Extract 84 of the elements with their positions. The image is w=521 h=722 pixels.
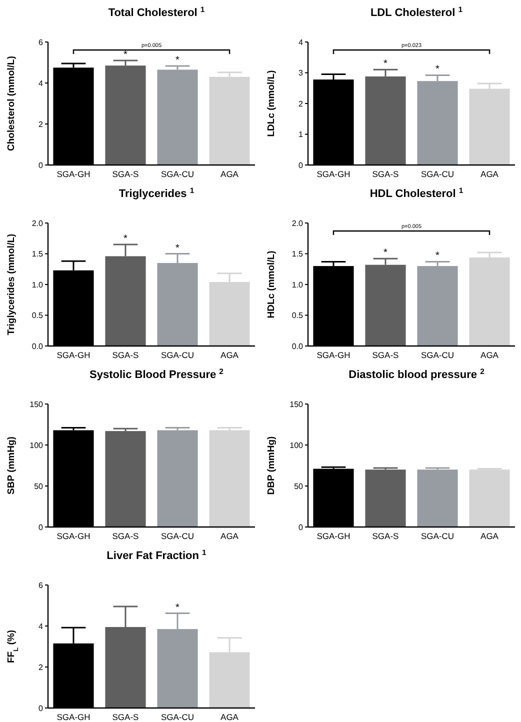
x-tick-label: SGA-GH — [56, 531, 90, 541]
x-tick-label: SGA-CU — [160, 531, 194, 541]
chart-title: HDL Cholesterol $^{1}$ — [370, 186, 464, 200]
y-tick-label: 2 — [38, 120, 44, 129]
y-tick-label: 0.0 — [32, 342, 44, 351]
y-axis-title: SBP (mmHg) — [6, 436, 17, 494]
y-tick-label: 0.5 — [292, 311, 304, 320]
x-tick-label: SGA-CU — [420, 350, 454, 360]
y-tick-label: 4 — [298, 38, 304, 47]
y-tick-label: 6 — [38, 38, 44, 47]
y-tick-label: 1 — [298, 130, 304, 140]
y-tick-label: 3 — [298, 68, 304, 78]
x-tick-label: AGA — [480, 350, 499, 360]
annotation: * — [436, 250, 440, 262]
y-tick-label: 1.0 — [292, 280, 304, 290]
y-tick-label: 50 — [34, 482, 44, 491]
annotation: * — [176, 242, 180, 254]
y-tick-label: 0 — [38, 704, 44, 713]
x-tick-label: SGA-GH — [56, 169, 90, 179]
y-tick-label: 6 — [38, 580, 44, 590]
y-tick-label: 0 — [38, 522, 44, 532]
y-tick-label: 2.0 — [292, 218, 304, 228]
y-tick-label: 100 — [290, 440, 304, 450]
y-tick-label: 100 — [30, 440, 44, 450]
annotation: * — [436, 64, 440, 76]
y-tick-label: 1.0 — [32, 280, 44, 290]
y-tick-label: 4 — [38, 78, 44, 88]
x-tick-label: SGA-S — [112, 531, 140, 541]
chart-title: LDL Cholesterol $^{1}$ — [370, 4, 464, 19]
x-tick-label: AGA — [220, 169, 239, 179]
y-tick-label: 1.5 — [32, 250, 44, 259]
chart-title: Triglycerides $^{1}$ — [118, 186, 195, 200]
y-axis-title: HDLc (mmol/L) — [266, 250, 277, 318]
x-tick-label: SGA-GH — [316, 350, 350, 360]
x-tick-label: SGA-S — [112, 169, 140, 179]
x-tick-label: AGA — [220, 712, 239, 722]
annotation: * — [176, 54, 180, 66]
x-tick-label: SGA-GH — [316, 169, 350, 179]
annotation: * — [384, 58, 388, 70]
y-axis-title: LDLc (mmol/L) — [266, 70, 277, 137]
x-tick-label: AGA — [220, 350, 239, 360]
y-tick-label: 2 — [38, 662, 44, 672]
x-tick-label: SGA-CU — [160, 169, 194, 179]
x-tick-label: SGA-S — [112, 350, 140, 360]
x-tick-label: AGA — [220, 531, 239, 541]
x-tick-label: SGA-S — [112, 712, 140, 722]
x-tick-label: AGA — [480, 169, 499, 179]
y-tick-label: 1.5 — [292, 250, 304, 259]
y-axis-title: Triglycerides (mmol/L) — [6, 234, 17, 336]
annotation: * — [124, 49, 128, 60]
x-tick-label: SGA-S — [372, 350, 400, 360]
x-tick-label: SGA-CU — [420, 531, 454, 541]
bar — [469, 88, 510, 165]
y-axis-title: DBP (mmHg) — [266, 436, 277, 495]
y-tick-label: 2 — [298, 99, 304, 108]
annotation: * — [176, 602, 180, 614]
x-tick-label: SGA-CU — [160, 712, 194, 722]
annotation: * — [124, 234, 128, 245]
annotation: * — [384, 248, 388, 259]
bar — [157, 70, 198, 165]
y-axis-title: Cholesterol (mmol/L) — [6, 56, 17, 152]
x-tick-label: SGA-CU — [160, 350, 194, 360]
y-tick-label: 0.5 — [32, 311, 44, 320]
bar — [209, 76, 250, 165]
x-tick-label: SGA-CU — [420, 169, 454, 179]
y-tick-label: 150 — [30, 400, 44, 409]
y-tick-label: 2.0 — [32, 218, 44, 228]
chart-title: Diastolic blood pressure $^{2}$ — [348, 366, 484, 381]
x-tick-label: SGA-GH — [56, 350, 90, 360]
chart-title: Liver Fat Fraction $^{1}$ — [106, 548, 208, 562]
x-tick-label: SGA-S — [372, 531, 400, 541]
y-tick-label: 0 — [38, 160, 44, 170]
y-tick-label: 4 — [38, 622, 44, 631]
y-tick-label: 150 — [290, 400, 304, 409]
y-tick-label: 0 — [298, 160, 304, 170]
y-tick-label: 50 — [294, 482, 304, 491]
x-tick-label: SGA-GH — [316, 531, 350, 541]
x-tick-label: SGA-GH — [56, 712, 90, 722]
y-tick-label: 0 — [298, 522, 304, 532]
chart-title: Total Cholesterol $^{1}$ — [108, 4, 206, 19]
x-tick-label: AGA — [480, 531, 499, 541]
x-tick-label: SGA-S — [372, 169, 400, 179]
chart-title: Systolic Blood Pressure $^{2}$ — [90, 366, 224, 381]
y-tick-label: 0.0 — [292, 342, 304, 351]
